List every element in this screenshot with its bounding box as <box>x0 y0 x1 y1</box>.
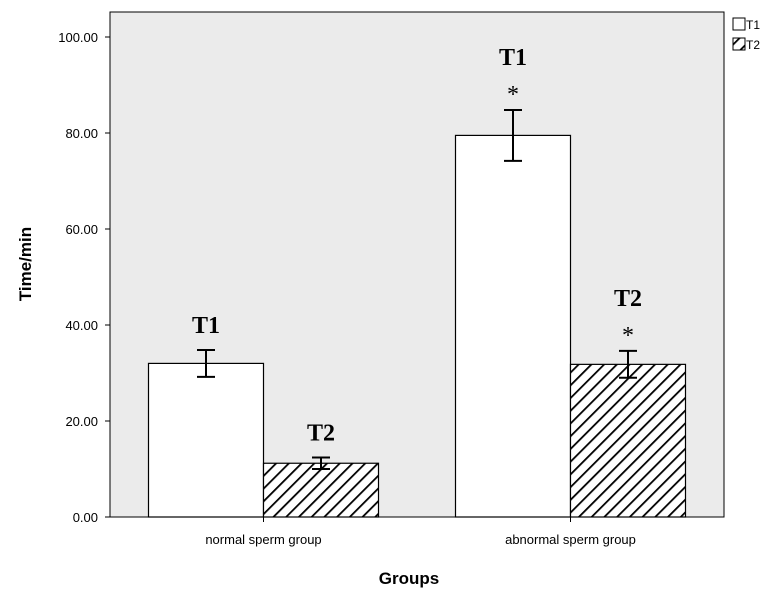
significance-marker: * <box>507 82 519 108</box>
error-bars <box>110 108 724 518</box>
legend-swatch <box>732 17 746 31</box>
bar-label: T2 <box>307 420 335 446</box>
y-tick-label: 20.00 <box>65 414 98 429</box>
x-axis-title: Groups <box>379 569 439 588</box>
y-tick-label: 60.00 <box>65 222 98 237</box>
legend-label: T1 <box>746 18 760 32</box>
bar-label: T1 <box>192 313 220 339</box>
bar-label: T1 <box>499 45 527 71</box>
bar-label: T2 <box>614 286 642 312</box>
x-axis: normal sperm group abnormal sperm group <box>205 517 636 547</box>
significance-marker: * <box>622 323 634 349</box>
legend-swatch <box>732 37 746 51</box>
bars <box>147 134 687 518</box>
y-axis: 0.00 20.00 40.00 60.00 80.00 100.00 <box>58 12 111 525</box>
y-tick-label: 100.00 <box>58 30 98 45</box>
bar-t2-normal <box>262 462 380 518</box>
bar-t1-normal <box>147 362 265 518</box>
y-axis-title: Time/min <box>16 227 35 301</box>
y-tick-label: 40.00 <box>65 318 98 333</box>
x-tick-label: normal sperm group <box>205 532 321 547</box>
legend-label: T2 <box>746 38 760 52</box>
bar-t1-abnormal <box>454 134 572 518</box>
y-tick-label: 80.00 <box>65 126 98 141</box>
bar-t2-abnormal <box>569 363 687 518</box>
bar-labels: T1 T2 * T1 * T2 <box>192 45 642 447</box>
y-tick-label: 0.00 <box>73 510 98 525</box>
x-tick-label: abnormal sperm group <box>505 532 636 547</box>
